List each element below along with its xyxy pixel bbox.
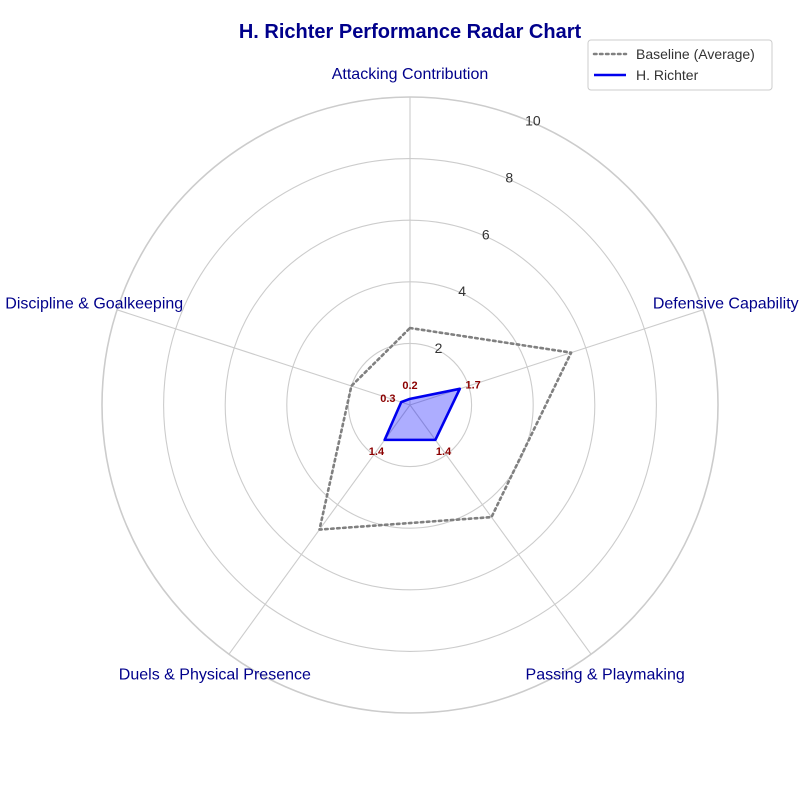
axis-spoke [409, 404, 592, 655]
legend-label-richter: H. Richter [636, 67, 699, 83]
tick-label: 6 [482, 226, 490, 242]
data-label: 1.4 [369, 446, 385, 458]
axis-label: Discipline & Goalkeeping [5, 295, 183, 312]
data-label: 1.4 [436, 446, 452, 458]
series-layer [318, 326, 573, 531]
data-label: 0.3 [380, 393, 395, 405]
axis-spoke [116, 309, 411, 406]
series-line [318, 326, 573, 531]
series-line [383, 387, 462, 442]
chart-title: H. Richter Performance Radar Chart [239, 21, 582, 43]
tick-label: 8 [505, 169, 513, 185]
tick-label: 10 [525, 112, 541, 128]
axis-label: Duels & Physical Presence [119, 667, 311, 684]
tick-label: 2 [435, 340, 443, 356]
legend-frame [587, 39, 773, 91]
legend-label-baseline: Baseline (Average) [636, 46, 755, 62]
axis-label: Defensive Capability [653, 295, 799, 312]
axis-label: Passing & Playmaking [526, 667, 685, 684]
data-label: 0.2 [402, 380, 417, 392]
label-layer: 2 4 6 8 10 Attacking Contribution Defensive Ca… [5, 66, 798, 684]
data-label: 1.7 [465, 379, 480, 391]
axis-label: Attacking Contribution [332, 66, 489, 83]
legend: Baseline (Average) H. Richter [587, 39, 773, 91]
tick-label: 4 [458, 283, 466, 299]
